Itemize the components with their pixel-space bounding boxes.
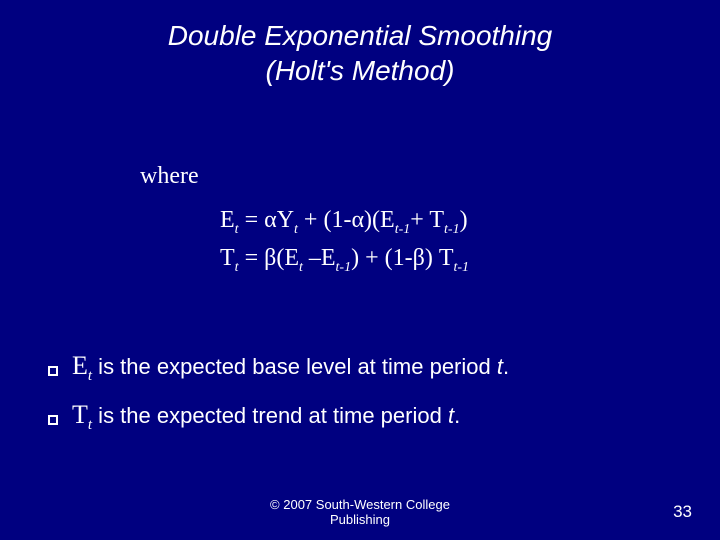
bullet-item-1: Et is the expected base level at time pe…	[48, 341, 720, 391]
title-line-1: Double Exponential Smoothing	[168, 20, 552, 51]
where-label: where	[0, 151, 720, 190]
bullet-item-2: Tt is the expected trend at time period …	[48, 390, 720, 440]
constraint-text: 0 ≤ α ≤ 1 and 0 ≤ β ≤ 1	[220, 278, 720, 305]
equation-t: Tt = β(Et –Et-1) + (1-β) Tt-1	[220, 240, 720, 278]
equation-e: Et = αYt + (1-α)(Et-1+ Tt-1)	[220, 202, 720, 240]
footer-line-2: Publishing	[330, 512, 390, 527]
footer-copyright: © 2007 South-Western College Publishing	[0, 497, 720, 528]
bullet-square-icon	[48, 366, 58, 376]
title-line-2: (Holt's Method)	[266, 55, 455, 86]
equations-block: Et = αYt + (1-α)(Et-1+ Tt-1) Tt = β(Et –…	[0, 190, 720, 305]
slide-title: Double Exponential Smoothing (Holt's Met…	[0, 0, 720, 88]
bullet-square-icon	[48, 415, 58, 425]
page-number: 33	[673, 502, 692, 522]
bullet-list: Et is the expected base level at time pe…	[0, 305, 720, 440]
forecast-equation: Ŷt+n = Et + nTt	[0, 88, 720, 151]
footer-line-1: © 2007 South-Western College	[270, 497, 450, 512]
